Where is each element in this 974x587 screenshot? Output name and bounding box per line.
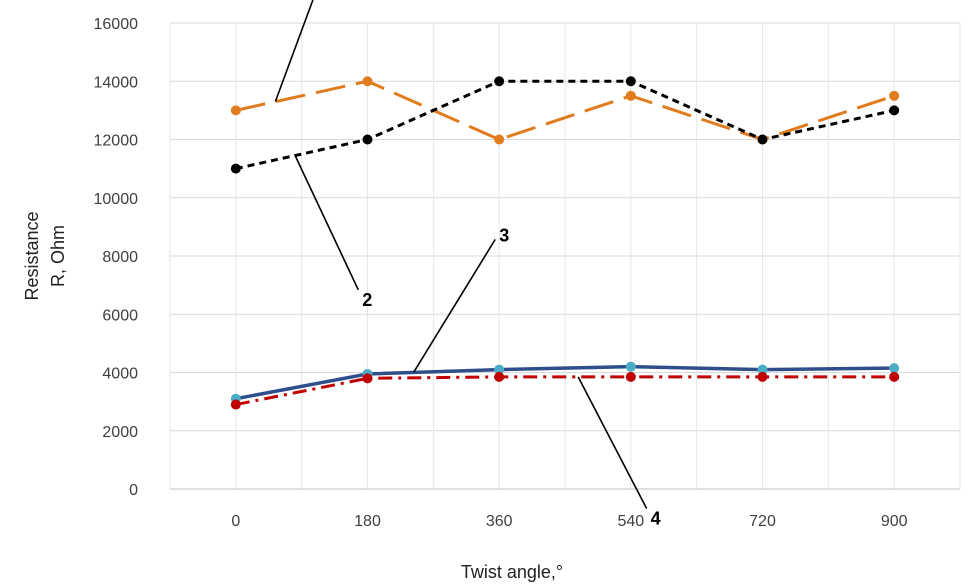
series-point-1 — [625, 90, 636, 101]
x-tick-label: 540 — [617, 513, 644, 530]
series-point-4 — [494, 371, 505, 382]
series-point-2 — [230, 163, 241, 174]
series-point-4 — [362, 373, 373, 384]
x-tick-label: 360 — [486, 513, 513, 530]
y-tick-label: 4000 — [102, 366, 138, 383]
callout-leader-1 — [274, 0, 314, 102]
y-axis-ticks: 0 2000 4000 6000 8000 10000 12000 14000 16000 — [94, 16, 139, 499]
series-point-3 — [494, 364, 505, 375]
callout-leader-2 — [294, 155, 360, 291]
series-point-3 — [757, 364, 768, 375]
callout-leader-3 — [412, 239, 496, 373]
series-point-2 — [494, 76, 505, 87]
x-axis-title: Twist angle,° — [461, 562, 563, 582]
x-axis-ticks: 0 180 360 540 720 900 — [231, 513, 907, 530]
series-point-2 — [889, 105, 900, 116]
series-line-3 — [235, 364, 895, 401]
series-callouts: 1234 — [274, 0, 661, 529]
series-point-2 — [625, 76, 636, 87]
y-tick-label: 14000 — [94, 74, 139, 91]
y-tick-label: 0 — [129, 482, 138, 499]
callout-leader-4 — [577, 376, 648, 509]
series-line-4 — [235, 375, 895, 407]
x-tick-label: 0 — [231, 513, 240, 530]
series-point-4 — [757, 371, 768, 382]
series-point-1 — [889, 90, 900, 101]
series-line-2 — [235, 79, 895, 171]
callout-label-4: 4 — [651, 509, 661, 529]
series-point-1 — [494, 134, 505, 145]
series-point-4 — [889, 371, 900, 382]
series-point-1 — [230, 105, 241, 116]
grid — [169, 22, 961, 490]
y-axis-title-line-2: R, Ohm — [48, 225, 68, 287]
series-point-4 — [625, 371, 636, 382]
x-tick-label: 720 — [749, 513, 776, 530]
series-layer — [230, 76, 900, 410]
series-point-1 — [362, 76, 373, 87]
y-tick-label: 8000 — [102, 249, 138, 266]
x-tick-label: 900 — [881, 513, 908, 530]
series-point-3 — [625, 361, 636, 372]
y-tick-label: 10000 — [94, 191, 139, 208]
callout-label-3: 3 — [499, 225, 509, 245]
series-point-2 — [362, 134, 373, 145]
series-point-3 — [889, 363, 900, 374]
series-point-4 — [230, 399, 241, 410]
series-line-1 — [235, 79, 895, 141]
y-tick-label: 6000 — [102, 307, 138, 324]
callout-label-2: 2 — [362, 290, 372, 310]
series-point-2 — [757, 134, 768, 145]
x-tick-label: 180 — [354, 513, 381, 530]
y-tick-label: 12000 — [94, 133, 139, 150]
y-axis-title-line-1: Resistance — [22, 211, 42, 300]
series-4 — [230, 371, 900, 410]
y-tick-label: 16000 — [94, 16, 139, 33]
y-tick-label: 2000 — [102, 424, 138, 441]
series-2 — [230, 76, 900, 174]
